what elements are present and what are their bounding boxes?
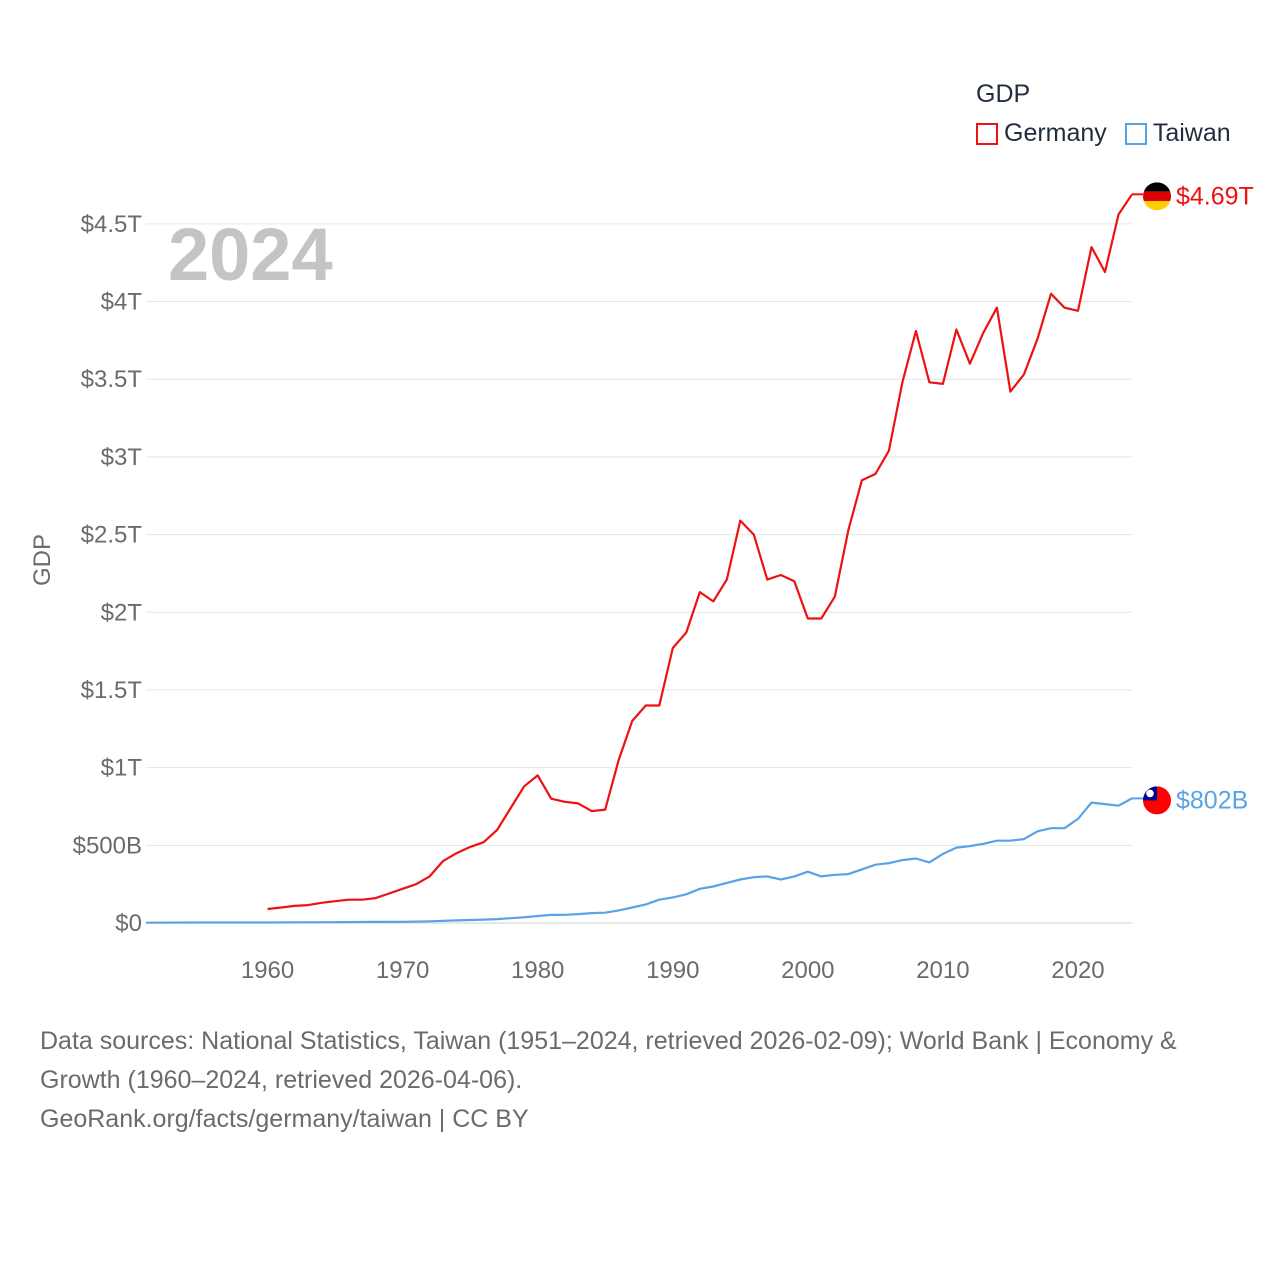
legend-label-taiwan: Taiwan bbox=[1152, 119, 1231, 147]
year-watermark: 2024 bbox=[168, 213, 333, 296]
x-tick-label: 1970 bbox=[376, 957, 429, 984]
y-tick-label: $1.5T bbox=[81, 677, 143, 704]
y-tick-label: $2.5T bbox=[81, 522, 143, 549]
x-tick-label: 2020 bbox=[1051, 957, 1104, 984]
germany-flag-icon bbox=[1143, 182, 1171, 211]
legend-swatch-taiwan bbox=[1124, 122, 1147, 145]
x-tick-label: 1960 bbox=[241, 957, 294, 984]
gridlines bbox=[146, 223, 1132, 924]
x-tick-label: 1980 bbox=[511, 957, 564, 984]
x-axis-ticks: 1960 1970 1980 1990 2000 2010 2020 bbox=[241, 957, 1105, 984]
series-lines bbox=[145, 193, 1133, 924]
legend-item-taiwan[interactable]: Taiwan bbox=[1124, 119, 1231, 148]
end-value-label-taiwan: $802B bbox=[1176, 786, 1248, 814]
x-tick-label: 1990 bbox=[646, 957, 699, 984]
legend: GDP Germany Taiwan bbox=[976, 80, 1231, 148]
y-tick-label: $500B bbox=[73, 832, 142, 859]
y-tick-label: $0 bbox=[115, 910, 142, 937]
y-tick-label: $3T bbox=[101, 444, 143, 471]
y-tick-label: $1T bbox=[101, 755, 143, 782]
legend-label-germany: Germany bbox=[1004, 119, 1107, 147]
y-tick-label: $4.5T bbox=[81, 211, 143, 238]
end-value-label-germany: $4.69T bbox=[1176, 182, 1254, 210]
taiwan-flag-icon bbox=[1143, 786, 1171, 815]
y-tick-label: $3.5T bbox=[81, 366, 143, 393]
y-axis-ticks: $0 $500B $1T $1.5T $2T $2.5T $3T $3.5T $4T $4.5T bbox=[73, 211, 143, 937]
credit-link[interactable]: GeoRank.org/facts/germany/taiwan | CC BY bbox=[40, 1105, 529, 1133]
series-line-germany bbox=[267, 193, 1133, 911]
y-axis-title: GDP bbox=[29, 534, 56, 586]
series-line-taiwan bbox=[145, 797, 1133, 924]
y-tick-label: $4T bbox=[101, 289, 143, 316]
data-sources-text: Data sources: National Statistics, Taiwa… bbox=[40, 1027, 1177, 1094]
legend-title: GDP bbox=[976, 80, 1031, 108]
series-endpoints: $4.69T $802B bbox=[1132, 182, 1254, 815]
footer: Data sources: National Statistics, Taiwa… bbox=[40, 1022, 1240, 1139]
x-tick-label: 2010 bbox=[916, 957, 969, 984]
y-tick-label: $2T bbox=[101, 599, 143, 626]
legend-item-germany[interactable]: Germany bbox=[976, 119, 1107, 148]
legend-swatch-germany bbox=[976, 122, 998, 145]
x-tick-label: 2000 bbox=[781, 957, 834, 984]
